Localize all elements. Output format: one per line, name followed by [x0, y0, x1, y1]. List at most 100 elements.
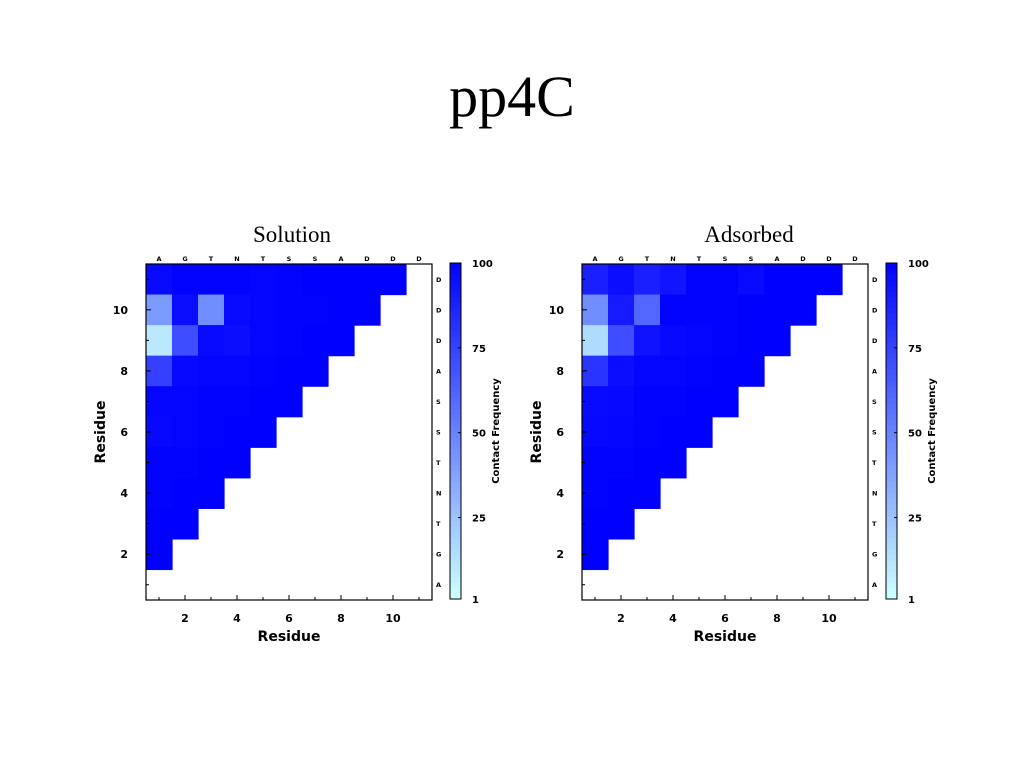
colorbar-segment: [450, 291, 461, 298]
colorbar-segment: [450, 498, 461, 505]
colorbar-tick-label: 100: [472, 259, 493, 270]
heatmap-cell: [608, 447, 635, 479]
colorbar-segment: [886, 380, 897, 387]
colorbar-segment: [450, 447, 461, 454]
top-residue-label: T: [209, 255, 214, 263]
colorbar-segment: [450, 548, 461, 555]
colorbar-segment: [886, 436, 897, 443]
colorbar-segment: [886, 335, 897, 342]
colorbar-segment: [450, 565, 461, 572]
y-tick-label: 2: [120, 548, 128, 561]
x-tick-label: 4: [669, 612, 677, 625]
top-residue-label: T: [645, 255, 650, 263]
colorbar-segment: [886, 419, 897, 426]
heatmap-cell: [582, 447, 609, 479]
colorbar-segment: [886, 313, 897, 320]
heatmap-cell: [276, 294, 303, 326]
heatmap-cell: [686, 386, 713, 418]
colorbar-segment: [450, 335, 461, 342]
colorbar-segment: [450, 587, 461, 594]
colorbar-segment: [450, 453, 461, 460]
colorbar-segment: [886, 403, 897, 410]
colorbar-segment: [450, 358, 461, 365]
colorbar-segment: [450, 330, 461, 337]
colorbar-segment: [886, 330, 897, 337]
colorbar-segment: [450, 481, 461, 488]
heatmap-cell: [634, 264, 661, 296]
heatmap-cell: [660, 264, 687, 296]
y-axis-label: Residue: [93, 401, 109, 464]
colorbar-segment: [450, 442, 461, 449]
heatmap-cell: [172, 416, 199, 448]
heatmap-cell: [790, 294, 817, 326]
colorbar-segment: [886, 481, 897, 488]
y-tick-label: 8: [556, 365, 564, 378]
colorbar-segment: [886, 531, 897, 538]
heatmap-cell: [172, 325, 199, 357]
colorbar-segment: [450, 475, 461, 482]
colorbar-label: Contact Frequency: [927, 378, 938, 484]
heatmap-cell: [172, 386, 199, 418]
heatmap-cell: [172, 447, 199, 479]
heatmap-cell: [608, 416, 635, 448]
heatmap-cell: [764, 264, 791, 296]
heatmap-cell: [660, 447, 687, 479]
colorbar-segment: [886, 431, 897, 438]
right-residue-label: D: [872, 306, 878, 314]
colorbar-segment: [450, 397, 461, 404]
colorbar-tick-label: 75: [908, 344, 922, 355]
colorbar-segment: [886, 470, 897, 477]
colorbar-segment: [886, 509, 897, 516]
x-axis-label: Residue: [258, 629, 321, 645]
right-residue-label: S: [436, 398, 441, 406]
colorbar-tick-label: 25: [908, 514, 922, 525]
heatmap-cell: [712, 325, 739, 357]
colorbar-segment: [450, 274, 461, 281]
colorbar-segment: [450, 363, 461, 370]
colorbar-segment: [886, 475, 897, 482]
heatmap-cell: [712, 264, 739, 296]
heatmap-cell: [198, 416, 225, 448]
colorbar-segment: [450, 543, 461, 550]
colorbar-segment: [886, 268, 897, 275]
colorbar-segment: [886, 307, 897, 314]
right-residue-label: T: [436, 459, 441, 467]
colorbar-segment: [886, 576, 897, 583]
heatmap-cell: [250, 294, 277, 326]
x-tick-label: 6: [721, 612, 729, 625]
x-tick-label: 8: [773, 612, 781, 625]
colorbar-segment: [450, 324, 461, 331]
colorbar-segment: [886, 503, 897, 510]
colorbar-tick-label: 50: [908, 429, 922, 440]
colorbar-segment: [450, 296, 461, 303]
heatmap-cell: [224, 355, 251, 387]
colorbar-segment: [450, 285, 461, 292]
colorbar-segment: [450, 268, 461, 275]
colorbar-segment: [886, 498, 897, 505]
colorbar-segment: [886, 548, 897, 555]
heatmap-cell: [250, 386, 277, 418]
colorbar-segment: [886, 442, 897, 449]
top-residue-label: D: [800, 255, 806, 263]
colorbar-segment: [886, 537, 897, 544]
colorbar-segment: [886, 291, 897, 298]
top-residue-label: D: [416, 255, 422, 263]
heatmap-cell: [328, 294, 355, 326]
heatmap-cell: [764, 325, 791, 357]
top-residue-label: A: [338, 255, 343, 263]
right-residue-label: D: [872, 337, 878, 345]
x-tick-label: 2: [617, 612, 625, 625]
colorbar-segment: [450, 531, 461, 538]
heatmap-cell: [764, 294, 791, 326]
top-residue-label: N: [670, 255, 675, 263]
colorbar-segment: [886, 520, 897, 527]
x-tick-label: 10: [385, 612, 401, 625]
heatmap-cell: [660, 325, 687, 357]
right-residue-label: D: [436, 276, 442, 284]
colorbar-segment: [886, 341, 897, 348]
colorbar-segment: [450, 537, 461, 544]
top-residue-label: N: [234, 255, 239, 263]
top-residue-label: D: [852, 255, 858, 263]
heatmap-cell: [738, 294, 765, 326]
